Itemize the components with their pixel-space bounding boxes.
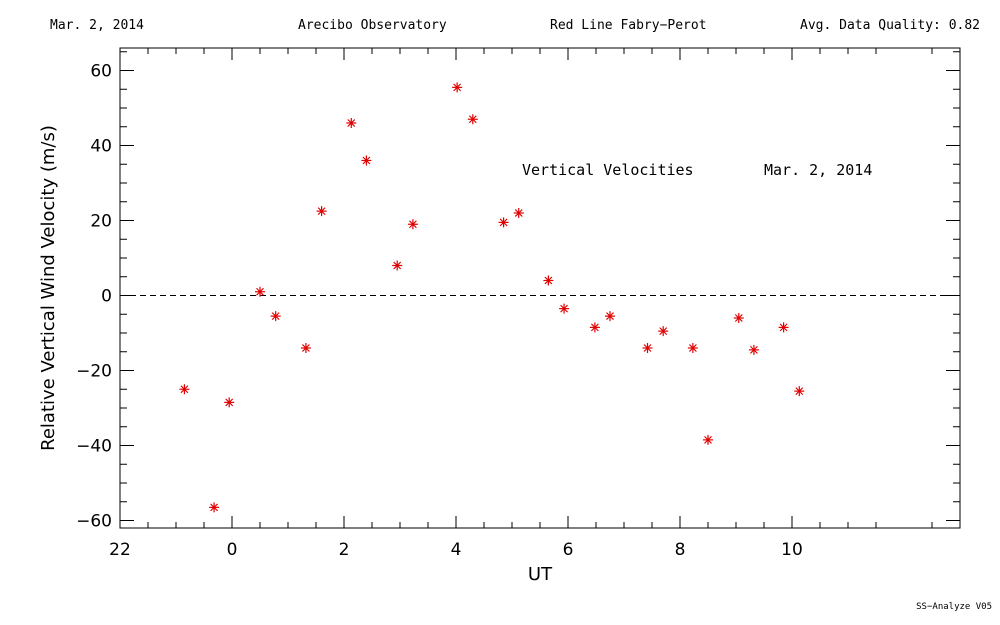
data-point bbox=[346, 118, 357, 128]
header-date: Mar. 2, 2014 bbox=[50, 18, 144, 33]
data-point bbox=[179, 384, 190, 395]
x-tick-label: 6 bbox=[563, 540, 574, 560]
y-tick-label: −60 bbox=[76, 512, 112, 532]
x-tick-label: 0 bbox=[227, 540, 238, 560]
data-point bbox=[361, 155, 372, 166]
data-points bbox=[179, 82, 805, 513]
y-tick-label: 40 bbox=[90, 137, 112, 157]
data-point bbox=[687, 343, 698, 353]
x-tick-label: 4 bbox=[451, 540, 462, 560]
y-axis-title: Relative Vertical Wind Velocity (m/s) bbox=[38, 125, 59, 451]
data-point bbox=[733, 313, 744, 323]
data-point bbox=[642, 343, 653, 353]
footer-version: SS−Analyze V05 bbox=[916, 602, 992, 612]
y-tick-label: −20 bbox=[76, 362, 112, 382]
annotation-date: Mar. 2, 2014 bbox=[764, 161, 872, 179]
data-point bbox=[392, 260, 403, 271]
y-tick-label: 0 bbox=[101, 287, 112, 307]
data-point bbox=[255, 286, 265, 297]
y-tick-label: 20 bbox=[90, 212, 112, 232]
data-point bbox=[407, 219, 418, 230]
axis-tick-labels: 22 0 2 4 6 8 10 −60 −40 −20 0 20 40 60 bbox=[76, 62, 803, 561]
header-data-quality: Avg. Data Quality: 0.82 bbox=[800, 18, 981, 33]
data-point bbox=[559, 303, 570, 314]
data-point bbox=[748, 344, 759, 355]
data-point bbox=[224, 397, 235, 408]
y-tick-label: 60 bbox=[90, 62, 112, 82]
data-point bbox=[778, 322, 789, 333]
data-point bbox=[316, 206, 327, 217]
header-observatory: Arecibo Observatory bbox=[298, 18, 447, 33]
data-point bbox=[794, 386, 805, 397]
x-tick-label: 8 bbox=[675, 540, 686, 560]
data-point bbox=[589, 322, 600, 333]
data-point bbox=[209, 502, 220, 513]
data-point bbox=[452, 82, 463, 93]
x-tick-label: 10 bbox=[781, 540, 803, 560]
data-point bbox=[658, 326, 669, 337]
x-tick-label: 22 bbox=[109, 540, 131, 560]
data-point bbox=[300, 343, 311, 353]
x-tick-label: 2 bbox=[339, 540, 350, 560]
data-point bbox=[467, 114, 478, 125]
data-point bbox=[543, 275, 554, 286]
x-axis-title: UT bbox=[528, 564, 553, 585]
annotation-title: Vertical Velocities bbox=[522, 161, 694, 179]
data-point bbox=[270, 311, 281, 322]
data-point bbox=[605, 311, 615, 322]
data-point bbox=[498, 217, 509, 228]
data-point bbox=[513, 208, 524, 218]
plot-frame bbox=[119, 47, 961, 529]
axis-ticks bbox=[119, 48, 961, 528]
data-point bbox=[703, 434, 713, 445]
y-tick-label: −40 bbox=[76, 437, 112, 457]
header-instrument: Red Line Fabry−Perot bbox=[550, 18, 707, 33]
